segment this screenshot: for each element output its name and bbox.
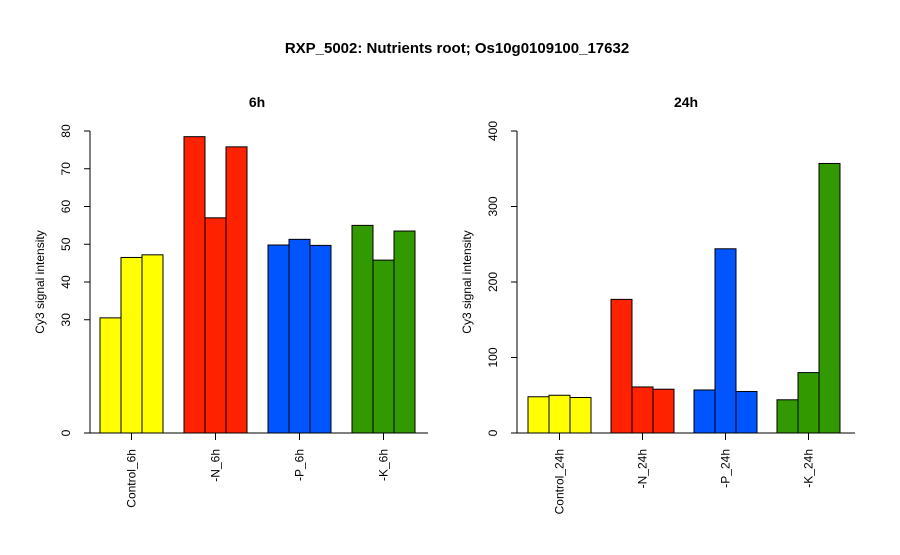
bar xyxy=(693,389,716,434)
y-tick-label: 0 xyxy=(59,429,73,436)
bar xyxy=(141,254,164,434)
bar xyxy=(204,217,227,434)
y-axis-label: Cy3 signal intensity xyxy=(460,230,474,333)
y-tick-label: 400 xyxy=(486,121,500,141)
bar xyxy=(183,136,206,434)
y-tick-label: 0 xyxy=(486,429,500,436)
panel-24h: 24h 0 100 200 300 400 Cy3 signal intensity Cont… xyxy=(460,94,855,514)
bar xyxy=(372,259,395,434)
y-tick-label: 40 xyxy=(59,275,73,289)
bar xyxy=(735,390,758,434)
category-label: Control_6h xyxy=(125,449,139,508)
bar xyxy=(527,396,550,434)
category-label: -K_6h xyxy=(377,449,391,481)
y-tick-label: 200 xyxy=(486,272,500,292)
bar xyxy=(776,399,799,434)
panel-title: 6h xyxy=(249,94,265,110)
bar xyxy=(797,372,820,434)
bar xyxy=(548,394,571,434)
category-label: -K_24h xyxy=(802,449,816,488)
y-tick-label: 300 xyxy=(486,196,500,216)
bar xyxy=(393,230,416,434)
bar xyxy=(120,256,143,434)
category-label: -P_24h xyxy=(719,449,733,488)
bar xyxy=(288,238,311,434)
y-tick-label: 30 xyxy=(59,313,73,327)
bar xyxy=(714,248,737,434)
panel-6h: 6h 0 30 40 50 60 70 80 Cy3 signal intensity Contr… xyxy=(33,94,428,508)
bar xyxy=(99,317,122,434)
y-tick-label: 60 xyxy=(59,200,73,214)
category-label: -N_6h xyxy=(209,449,223,482)
y-tick-label: 50 xyxy=(59,237,73,251)
panel-title: 24h xyxy=(674,94,698,110)
bar xyxy=(225,146,248,434)
bar xyxy=(610,298,633,434)
y-tick-label: 70 xyxy=(59,162,73,176)
bar xyxy=(309,244,332,434)
bar xyxy=(818,162,841,434)
y-tick-label: 100 xyxy=(486,347,500,367)
main-title: RXP_5002: Nutrients root; Os10g0109100_1… xyxy=(285,40,629,57)
bar xyxy=(267,244,290,434)
y-axis-label: Cy3 signal intensity xyxy=(33,230,47,333)
y-tick-label: 80 xyxy=(59,124,73,138)
category-label: -P_6h xyxy=(293,449,307,481)
bar xyxy=(652,388,675,434)
category-label: Control_24h xyxy=(553,449,567,514)
category-label: -N_24h xyxy=(636,449,650,488)
bar xyxy=(631,386,654,434)
bar xyxy=(569,397,592,434)
bar xyxy=(351,224,374,434)
